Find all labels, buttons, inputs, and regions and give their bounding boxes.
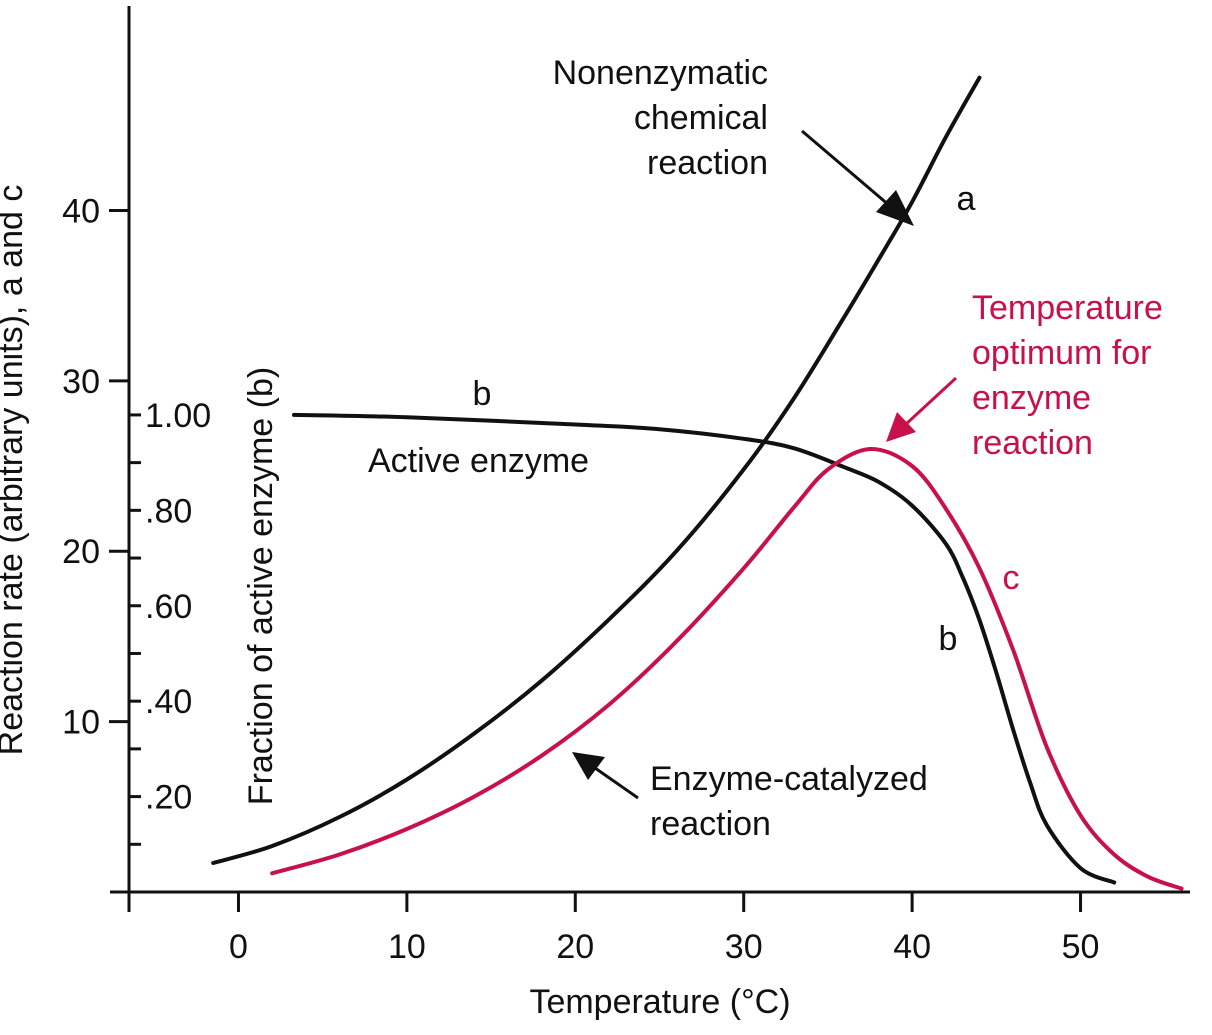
x-tick-label: 10	[388, 928, 426, 966]
x-tick-label: 30	[725, 928, 763, 966]
y-axis-title-inner: Fraction of active enzyme (b)	[242, 367, 280, 805]
y-tick-label: 20	[62, 533, 100, 571]
axes	[110, 6, 1190, 912]
curve-a-label: a	[957, 180, 976, 218]
y-axis-title-left: Reaction rate (arbitrary units), a and c	[0, 185, 30, 756]
annotation-nonenzymatic-line1: Nonenzymatic	[553, 54, 768, 92]
x-tick-label: 20	[556, 928, 594, 966]
y-tick-label: 10	[62, 704, 100, 742]
curve-c-label: c	[1003, 559, 1020, 597]
fraction-tick-label: .60	[145, 588, 192, 626]
series-line-b	[292, 412, 1117, 885]
arrow-nonenzymatic-head	[876, 190, 914, 226]
annotation-enzyme-catalyzed-line1: Enzyme-catalyzed	[650, 760, 928, 798]
fraction-tick-label: .20	[145, 779, 192, 817]
annotation-optimum-line3: enzyme	[972, 379, 1091, 417]
arrow-enzyme-catalyzed-shaft	[594, 766, 639, 800]
x-ticks: 0 10 20 30 40 50	[229, 892, 1099, 966]
arrow-enzyme-catalyzed-head	[572, 752, 605, 780]
curve-b-label-right: b	[939, 620, 958, 658]
annotation-enzyme-catalyzed-line2: reaction	[650, 805, 771, 843]
annotation-nonenzymatic-line2: chemical	[634, 99, 768, 137]
series-line-a	[211, 75, 982, 865]
x-tick-label: 50	[1062, 928, 1100, 966]
x-tick-label: 0	[229, 928, 248, 966]
fraction-tick-label: 1.00	[145, 397, 211, 435]
arrow-optimum-head	[886, 412, 916, 442]
arrow-optimum-shaft	[903, 376, 958, 427]
fraction-tick-label: .40	[145, 683, 192, 721]
arrow-nonenzymatic-shaft	[801, 129, 891, 208]
fraction-ticks: .20 .40 .60 .80 1.00	[129, 397, 211, 846]
y-ticks: 10 20 30 40	[62, 192, 129, 742]
active-enzyme-label: Active enzyme	[368, 442, 589, 480]
y-tick-label: 30	[62, 363, 100, 401]
annotation-optimum-line2: optimum for	[972, 334, 1152, 372]
fraction-tick-label: .80	[145, 492, 192, 530]
curve-b-label-top: b	[473, 375, 492, 413]
series-group	[211, 75, 1184, 891]
series-line-c	[270, 446, 1184, 891]
annotation-optimum-line1: Temperature	[972, 289, 1163, 327]
annotation-optimum-line4: reaction	[972, 424, 1093, 462]
x-tick-label: 40	[893, 928, 931, 966]
y-tick-label: 40	[62, 192, 100, 230]
x-axis-title: Temperature (°C)	[529, 983, 790, 1021]
annotation-nonenzymatic-line3: reaction	[647, 144, 768, 182]
